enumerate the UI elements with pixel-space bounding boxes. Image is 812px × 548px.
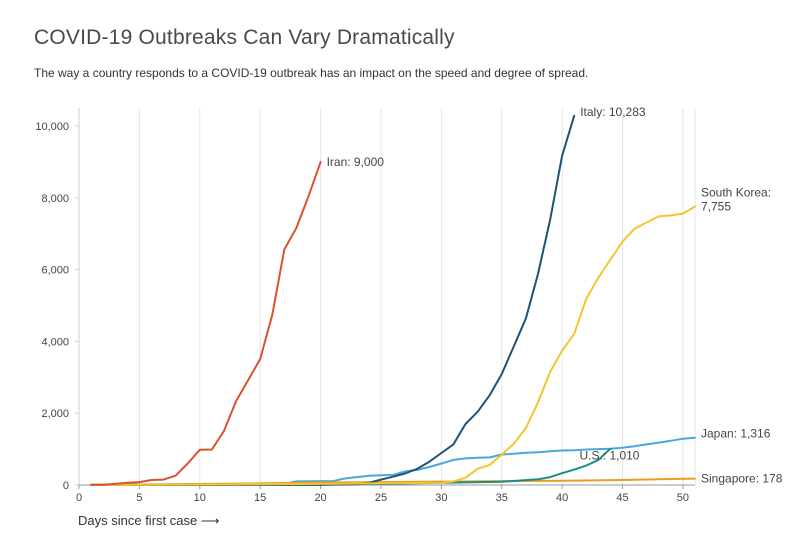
series-label-singapore: Singapore: 178 <box>701 472 783 486</box>
x-tick-label: 15 <box>254 492 266 504</box>
x-tick-label: 25 <box>375 492 387 504</box>
y-tick-label: 8,000 <box>41 193 69 205</box>
x-tick-label: 0 <box>76 492 82 504</box>
series-label-south-korea: South Korea: 7,755 <box>701 186 771 214</box>
series-line-u-s <box>90 447 612 486</box>
series-label-u-s: U.S.: 1,010 <box>579 449 639 463</box>
series-label-line: South Korea: <box>701 186 771 200</box>
y-tick-label: 2,000 <box>41 408 69 420</box>
y-tick-label: 0 <box>63 480 69 492</box>
grid-lines <box>78 108 696 486</box>
series-label-japan: Japan: 1,316 <box>701 427 771 441</box>
x-tick-label: 20 <box>314 492 326 504</box>
chart-title: COVID-19 Outbreaks Can Vary Dramatically <box>34 26 455 49</box>
y-axis: 0 2,000 4,000 6,000 8,000 10,000 <box>35 121 79 492</box>
series-line-japan <box>90 436 696 486</box>
series-label-line: 7,755 <box>701 200 731 214</box>
x-tick-label: 40 <box>556 492 568 504</box>
y-tick-label: 6,000 <box>41 265 69 277</box>
x-tick-label: 45 <box>616 492 628 504</box>
x-axis-label: Days since first case ⟶ <box>78 513 219 528</box>
series-line-south-korea <box>90 205 696 486</box>
series-label-iran: Iran: 9,000 <box>327 155 385 169</box>
x-tick-label: 10 <box>194 492 206 504</box>
x-tick-label: 35 <box>496 492 508 504</box>
series-label-italy: Italy: 10,283 <box>580 105 646 119</box>
series-lines <box>90 114 696 486</box>
x-tick-label: 30 <box>435 492 447 504</box>
chart-subtitle: The way a country responds to a COVID-19… <box>34 66 589 80</box>
series-labels: Japan: 1,316 Singapore: 178 U.S.: 1,010 Ita… <box>327 105 783 486</box>
x-tick-label: 50 <box>677 492 689 504</box>
series-line-iran <box>90 160 322 486</box>
x-tick-label: 5 <box>136 492 142 504</box>
y-tick-label: 4,000 <box>41 336 69 348</box>
x-axis: 0 5 10 15 20 25 30 35 40 45 50 <box>76 485 689 504</box>
y-tick-label: 10,000 <box>35 121 69 133</box>
